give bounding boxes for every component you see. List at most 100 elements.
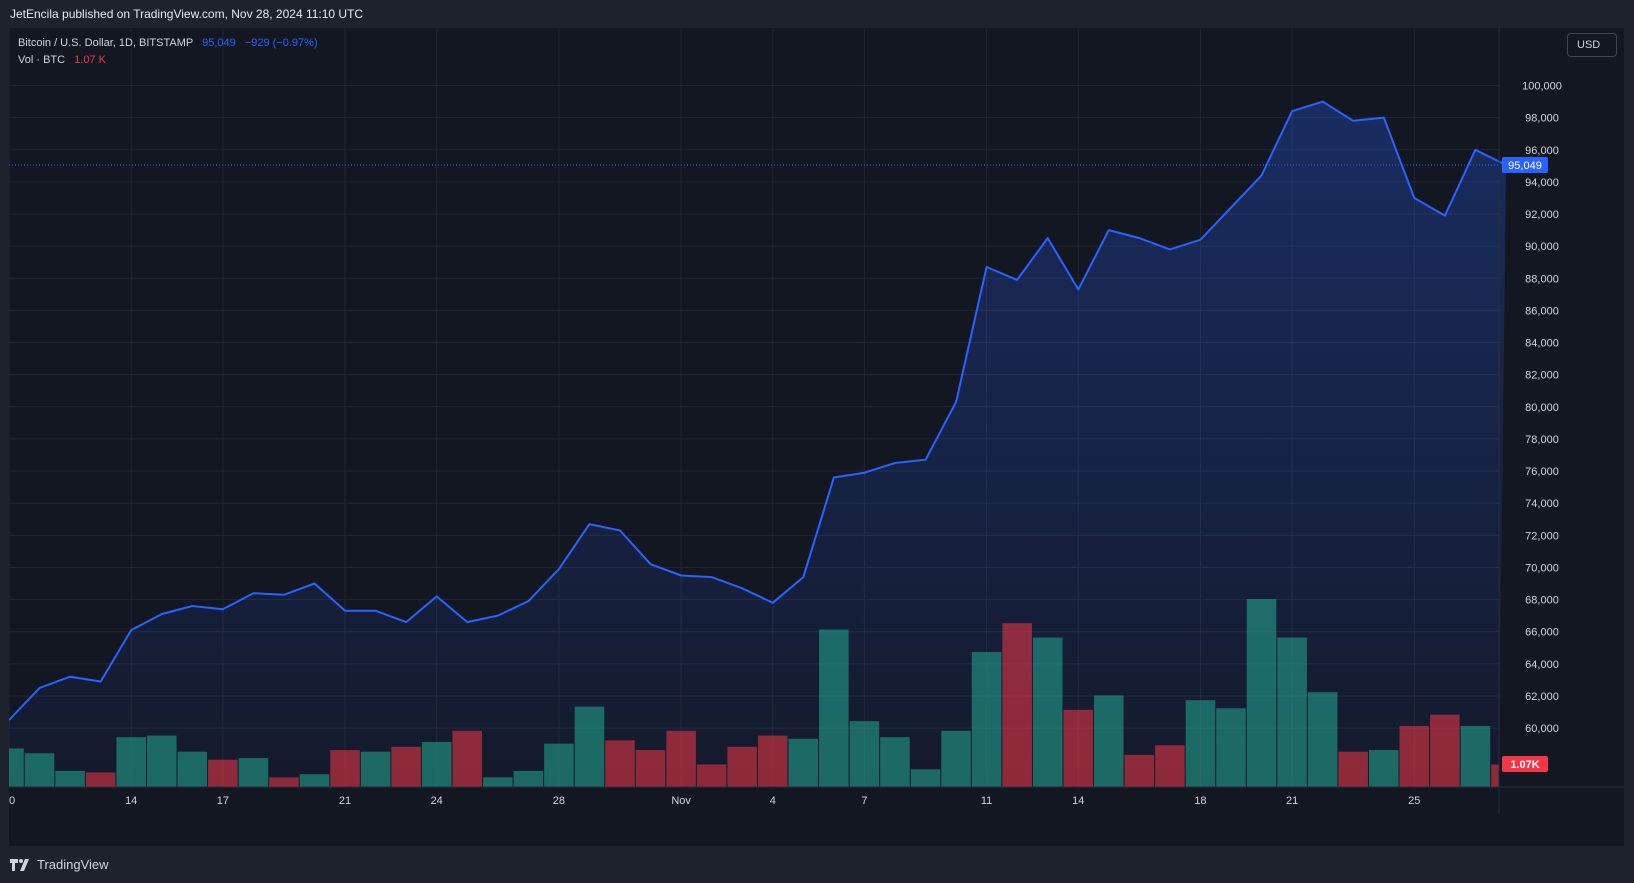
tradingview-brand: TradingView xyxy=(37,857,109,872)
volume-bar xyxy=(391,746,421,787)
tradingview-logo-icon xyxy=(10,858,29,871)
last-price-badge xyxy=(1502,157,1548,174)
x-tick-label: Nov xyxy=(671,795,691,807)
volume-bar xyxy=(1277,637,1307,787)
last-volume-label: 1.07K xyxy=(1510,759,1539,771)
volume-bar xyxy=(452,730,483,787)
volume-bar xyxy=(421,742,452,787)
last-volume-badge xyxy=(1502,756,1548,772)
volume-bar xyxy=(85,772,116,787)
y-tick-label: 94,000 xyxy=(1525,177,1559,189)
y-tick-label: 88,000 xyxy=(1525,273,1559,285)
volume-bar xyxy=(605,740,635,787)
volume-bar xyxy=(1338,751,1368,787)
volume-label[interactable]: Vol · BTC xyxy=(18,54,66,66)
volume-bar xyxy=(819,629,849,787)
y-tick-label: 74,000 xyxy=(1525,498,1559,510)
y-tick-label: 66,000 xyxy=(1525,627,1559,639)
volume-bar xyxy=(513,770,544,787)
volume-bar xyxy=(788,738,819,787)
volume-bar xyxy=(9,748,24,787)
volume-bar xyxy=(1216,708,1246,787)
y-tick-label: 80,000 xyxy=(1525,402,1559,414)
y-tick-label: 62,000 xyxy=(1525,691,1559,703)
x-tick-label: 14 xyxy=(1072,795,1084,807)
y-tick-label: 72,000 xyxy=(1525,530,1559,542)
y-tick-label: 78,000 xyxy=(1525,434,1559,446)
volume-bar xyxy=(238,758,269,787)
y-tick-label: 68,000 xyxy=(1525,595,1559,607)
volume-bar xyxy=(635,750,666,787)
x-tick-label: 28 xyxy=(553,795,565,807)
volume-bar xyxy=(1430,714,1460,787)
y-tick-label: 96,000 xyxy=(1525,145,1559,157)
last-price-label: 95,049 xyxy=(1508,160,1542,172)
volume-bar xyxy=(727,746,757,787)
volume-bar xyxy=(1094,695,1124,787)
volume-bar xyxy=(1246,599,1277,787)
axes: 60,000 62,000 64,000 66,000 68,000 70,000 72,0… xyxy=(9,28,1624,814)
price-area xyxy=(9,101,1506,788)
volume-bar xyxy=(55,770,85,787)
chart-legend: Bitcoin / U.S. Dollar, 1D, BITSTAMP 95,0… xyxy=(18,35,318,69)
y-tick-label: 92,000 xyxy=(1525,209,1559,221)
legend-change: −929 (−0.97%) xyxy=(244,37,318,49)
volume-bar xyxy=(208,759,238,787)
volume-bar xyxy=(24,753,55,787)
symbol-title[interactable]: Bitcoin / U.S. Dollar, 1D, BITSTAMP xyxy=(18,37,194,49)
x-tick-label: 18 xyxy=(1194,795,1206,807)
price-chart[interactable]: 60,000 62,000 64,000 66,000 68,000 70,000 72,0… xyxy=(9,28,1624,846)
volume-bar xyxy=(1307,692,1338,787)
volume-bar xyxy=(1063,709,1094,787)
volume-bar xyxy=(910,769,941,787)
y-tick-label: 86,000 xyxy=(1525,305,1559,317)
y-tick-label: 64,000 xyxy=(1525,659,1559,671)
price-line xyxy=(9,100,1507,721)
x-tick-label: 25 xyxy=(1408,795,1420,807)
x-tick-label: 14 xyxy=(125,795,137,807)
volume-bar xyxy=(483,777,513,787)
volume-value: 1.07 K xyxy=(74,54,106,66)
x-tick-label: 21 xyxy=(339,795,351,807)
volume-bar xyxy=(1124,754,1155,787)
chart-area[interactable]: 60,000 62,000 64,000 66,000 68,000 70,000 72,0… xyxy=(9,28,1624,846)
volume-bar xyxy=(1368,750,1399,787)
currency-button[interactable]: USD xyxy=(1567,33,1617,57)
volume-bar xyxy=(971,652,1002,787)
volume-bar xyxy=(574,706,605,787)
x-tick-label: 7 xyxy=(861,795,867,807)
volume-bar xyxy=(1185,700,1216,787)
volume-bar xyxy=(757,735,788,787)
volume-bar xyxy=(116,737,146,787)
volume-bar xyxy=(1155,745,1185,787)
volume-bars xyxy=(9,599,1499,787)
volume-bar xyxy=(880,737,910,787)
x-tick-label: 24 xyxy=(431,795,443,807)
y-tick-label: 60,000 xyxy=(1525,723,1559,735)
volume-bar xyxy=(330,750,360,787)
volume-bar xyxy=(177,751,208,787)
price-area-fill xyxy=(9,101,1506,788)
y-tick-label: 90,000 xyxy=(1525,241,1559,253)
x-tick-label: 17 xyxy=(217,795,229,807)
x-tick-label: 11 xyxy=(981,795,992,807)
y-tick-label: 84,000 xyxy=(1525,338,1559,350)
legend-price: 95,049 xyxy=(202,37,236,49)
volume-bar xyxy=(299,774,330,787)
volume-bar xyxy=(696,764,727,787)
x-tick-label: 10 xyxy=(9,795,15,807)
y-tick-label: 98,000 xyxy=(1525,113,1559,125)
x-tick-label: 21 xyxy=(1286,795,1298,807)
y-tick-label: 70,000 xyxy=(1525,562,1559,574)
volume-bar xyxy=(360,751,391,787)
y-tick-label: 82,000 xyxy=(1525,370,1559,382)
y-tick-label: 76,000 xyxy=(1525,466,1559,478)
volume-bar xyxy=(941,730,971,787)
volume-bar xyxy=(1002,623,1032,787)
volume-bar xyxy=(146,735,177,787)
tradingview-footer[interactable]: TradingView xyxy=(10,857,109,872)
x-tick-label: 4 xyxy=(770,795,776,807)
publisher-caption: JetEncila published on TradingView.com, … xyxy=(10,7,364,21)
volume-bar xyxy=(1491,764,1499,787)
price-line-path xyxy=(9,100,1507,721)
